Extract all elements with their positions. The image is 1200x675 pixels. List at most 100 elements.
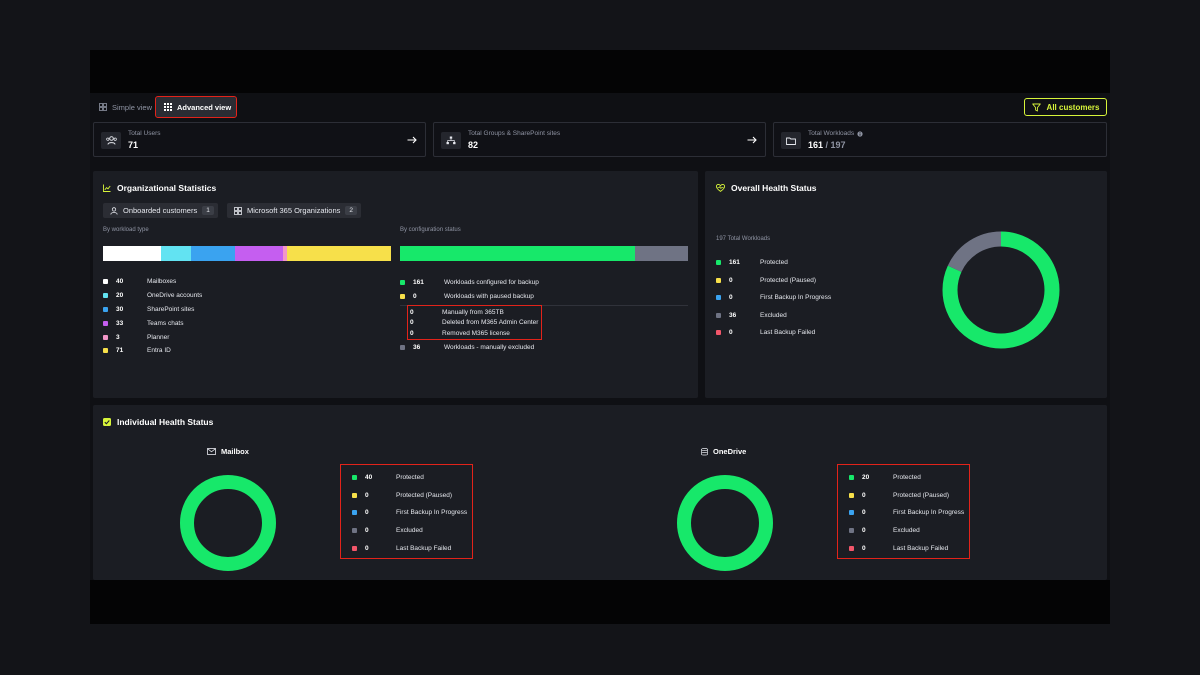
legend-row: 0 Excluded — [352, 522, 472, 540]
legend-row: 20 Protected — [849, 469, 969, 487]
legend-row: 0 Manually from 365TB — [410, 307, 541, 318]
legend-swatch — [716, 312, 721, 318]
legend-row: 0 Protected (Paused) — [716, 272, 866, 290]
legend-label: Protected — [760, 259, 788, 267]
config-excluded-row-wrap: 36 Workloads - manually excluded — [400, 340, 688, 354]
config-bar-segment — [635, 246, 688, 261]
legend-row: 3 Planner — [103, 330, 383, 344]
simple-view-button[interactable]: Simple view — [99, 97, 152, 117]
legend-label: Protected — [893, 474, 921, 482]
total-workloads-caption: 197 Total Workloads — [716, 236, 771, 242]
workload-type-legend: 40 Mailboxes 20 OneDrive accounts 30 SharePoi… — [103, 275, 383, 358]
legend-swatch — [352, 492, 357, 498]
simple-view-label: Simple view — [112, 102, 153, 112]
legend-label: Last Backup Failed — [396, 544, 452, 552]
legend-swatch — [849, 492, 854, 498]
legend-count: 161 — [729, 259, 740, 267]
legend-row: 0 Deleted from M365 Admin Center — [410, 318, 541, 329]
legend-swatch — [352, 528, 357, 534]
configuration-status-legend: 161 Workloads configured for backup 0 Workl… — [400, 275, 688, 351]
legend-row: 36 Workloads - manually excluded — [400, 340, 688, 354]
legend-label: Last Backup Failed — [760, 329, 816, 337]
individual-health-status-panel: Individual Health Status Mailbox 40 Prote… — [93, 405, 1107, 580]
total-groups-label: Total Groups & SharePoint sites — [468, 130, 561, 137]
legend-swatch — [352, 475, 357, 481]
org-stats-title-text: Organizational Statistics — [117, 183, 217, 193]
onboarded-customers-chip[interactable]: Onboarded customers 1 — [103, 203, 218, 218]
legend-count: 40 — [116, 278, 124, 286]
legend-count: 0 — [365, 509, 369, 517]
mail-icon — [207, 448, 216, 455]
legend-swatch — [716, 330, 721, 336]
by-configuration-status-label: By configuration status — [400, 227, 461, 233]
legend-count: 0 — [862, 509, 866, 517]
donut-segment — [180, 475, 276, 571]
legend-row: 0 Protected (Paused) — [352, 487, 472, 505]
arrow-right-icon[interactable] — [747, 136, 757, 144]
legend-swatch — [849, 510, 854, 516]
legend-row: 161 Workloads configured for backup — [400, 275, 688, 290]
legend-label: Protected (Paused) — [396, 491, 453, 499]
overall-health-title: Overall Health Status — [716, 183, 817, 193]
legend-label: SharePoint sites — [147, 305, 195, 313]
database-icon — [701, 447, 708, 456]
legend-label: Excluded — [396, 527, 423, 535]
legend-row: 71 Entra ID — [103, 344, 383, 358]
legend-swatch — [103, 306, 108, 312]
legend-count: 33 — [116, 319, 124, 327]
m365-organizations-chip[interactable]: Microsoft 365 Organizations 2 — [227, 203, 362, 218]
legend-count: 0 — [862, 491, 866, 499]
onedrive-health-legend: 20 Protected 0 Protected (Paused) 0 First Bac… — [837, 464, 970, 559]
legend-row: 0 First Backup In Progress — [352, 504, 472, 522]
users-icon — [101, 132, 121, 149]
overall-health-legend: 161 Protected 0 Protected (Paused) 0 First Ba… — [716, 254, 866, 342]
legend-row: 36 Excluded — [716, 307, 866, 325]
mailbox-section-label: Mailbox — [221, 447, 249, 456]
legend-row: 0 Last Backup Failed — [352, 539, 472, 557]
legend-label: Excluded — [760, 311, 787, 319]
legend-row: 0 Removed M365 license — [410, 328, 541, 339]
legend-swatch — [849, 475, 854, 481]
legend-row: 0 First Backup In Progress — [849, 504, 969, 522]
legend-count: 3 — [116, 333, 120, 341]
donut-segment — [942, 231, 1060, 349]
top-bar — [90, 50, 1110, 93]
arrow-right-icon[interactable] — [407, 136, 417, 144]
bottom-bar — [90, 580, 1110, 624]
workload-bar-segment — [190, 246, 235, 261]
workloads-configured-value: 161 — [808, 140, 824, 150]
onedrive-donut — [676, 474, 774, 572]
legend-label: Last Backup Failed — [893, 544, 949, 552]
legend-count: 0 — [410, 308, 414, 316]
workload-bar-segment — [287, 246, 391, 261]
legend-row: 33 Teams chats — [103, 316, 383, 330]
dashboard-frame: Simple view Advanced view All customers … — [90, 50, 1110, 624]
legend-label: Removed M365 license — [442, 329, 510, 337]
config-bar-segment — [400, 246, 636, 261]
legend-swatch — [716, 260, 721, 266]
legend-label: First Backup In Progress — [893, 509, 965, 517]
total-workloads-card[interactable]: Total Workloads 161 / 197 — [773, 122, 1107, 157]
legend-row: 161 Protected — [716, 254, 866, 272]
info-icon[interactable] — [857, 130, 863, 137]
all-customers-filter-button[interactable]: All customers — [1024, 98, 1107, 116]
onboarded-customers-count: 1 — [202, 206, 214, 215]
legend-count: 40 — [365, 474, 373, 482]
total-groups-card[interactable]: Total Groups & SharePoint sites 82 — [433, 122, 766, 157]
total-workloads-label: Total Workloads — [808, 130, 855, 137]
chart-line-icon — [103, 184, 111, 192]
total-users-card[interactable]: Total Users 71 — [93, 122, 426, 157]
total-users-label: Total Users — [128, 130, 161, 137]
advanced-view-button[interactable]: Advanced view — [155, 96, 237, 118]
config-divider — [400, 305, 688, 306]
legend-row: 0 Excluded — [849, 522, 969, 540]
legend-count: 0 — [729, 276, 733, 284]
workloads-total-value: / 197 — [823, 140, 846, 150]
legend-label: Entra ID — [147, 347, 171, 355]
legend-label: Manually from 365TB — [442, 308, 504, 316]
total-groups-value: 82 — [468, 140, 479, 150]
heart-pulse-icon — [716, 184, 725, 192]
legend-label: Workloads - manually excluded — [444, 343, 535, 351]
legend-label: Workloads with paused backup — [444, 293, 534, 301]
legend-label: Workloads configured for backup — [444, 278, 539, 286]
